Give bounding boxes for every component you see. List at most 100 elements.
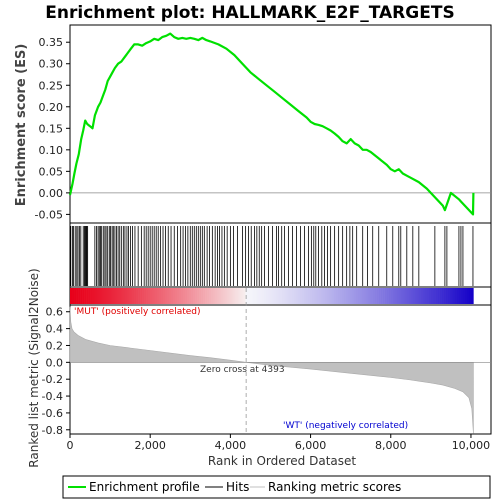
heatmap-cell	[197, 288, 200, 304]
legend-metric-label: Ranking metric scores	[268, 480, 401, 494]
heatmap-cell	[428, 288, 432, 304]
hits-panel	[69, 222, 492, 288]
heatmap-cell	[364, 288, 367, 304]
heatmap-cell	[98, 288, 101, 304]
heatmap-cell	[142, 288, 145, 304]
es-y-tick-label: 0.30	[39, 58, 64, 71]
heatmap-cell	[392, 288, 396, 304]
heatmap-cell	[243, 288, 246, 304]
x-tick-label: 6,000	[295, 439, 327, 452]
heatmap-cell	[170, 288, 174, 304]
heatmap-cell	[118, 288, 121, 304]
es-y-tick-label: 0.10	[39, 144, 64, 157]
metric-axis-label: Ranked list metric (Signal2Noise)	[27, 268, 41, 467]
zero-cross-label: Zero cross at 4393	[200, 365, 285, 375]
heatmap-cell	[88, 288, 91, 304]
heatmap-cell	[255, 288, 258, 304]
heatmap-cell	[368, 288, 371, 304]
heatmap-cell	[465, 288, 468, 304]
heatmap-cell	[316, 288, 319, 304]
heatmap-cell	[156, 288, 160, 304]
hits-layer	[70, 226, 474, 286]
heatmap-cell	[176, 288, 180, 304]
heatmap-cell	[132, 288, 135, 304]
x-tick-label: 8,000	[375, 439, 407, 452]
heatmap-cell	[116, 288, 119, 304]
x-axis-label: Rank in Ordered Dataset	[208, 454, 356, 468]
heatmap-cell	[172, 288, 176, 304]
heatmap-cell	[82, 288, 85, 304]
heatmap-cell	[439, 288, 442, 304]
heatmap-cell	[231, 288, 234, 304]
legend-box	[62, 475, 491, 499]
heatmap-cell	[140, 288, 143, 304]
heatmap-cell	[158, 288, 162, 304]
heatmap-cell	[180, 288, 184, 304]
heatmap-cell	[203, 288, 206, 304]
heatmap-cell	[166, 288, 170, 304]
heatmap-cell	[281, 288, 285, 304]
heatmap-cell	[289, 288, 293, 304]
legend-hits-label: Hits	[226, 480, 249, 494]
heatmap-cell	[126, 288, 129, 304]
heatmap-cell	[348, 288, 351, 304]
es-y-tick-label: 0.20	[39, 101, 64, 114]
heatmap-cell	[291, 288, 295, 304]
heatmap-cell	[110, 288, 113, 304]
heatmap-cell	[469, 288, 472, 304]
heatmap-cell	[249, 288, 252, 304]
heatmap-cell	[328, 288, 331, 304]
heatmap-cell	[352, 288, 355, 304]
es-y-tick-label: 0.25	[39, 79, 64, 92]
heatmap-cell	[336, 288, 339, 304]
heatmap-cell	[221, 288, 224, 304]
heatmap-cell	[279, 288, 283, 304]
heatmap-cell	[92, 288, 95, 304]
heatmap-cell	[414, 288, 418, 304]
es-axis-label: Enrichment score (ES)	[14, 44, 29, 207]
heatmap-cell	[382, 288, 385, 304]
heatmap-cell	[146, 288, 149, 304]
heatmap-cell	[307, 288, 311, 304]
heatmap-cell	[400, 288, 404, 304]
heatmap-cell	[130, 288, 133, 304]
heatmap-cell	[463, 288, 466, 304]
heatmap-cell	[416, 288, 420, 304]
heatmap-cell	[406, 288, 410, 304]
heatmap-cell	[229, 288, 232, 304]
heatmap-cell	[269, 288, 272, 304]
heatmap-cell	[80, 288, 83, 304]
heatmap-cell	[467, 288, 470, 304]
heatmap-cell	[338, 288, 341, 304]
heatmap-cell	[277, 288, 281, 304]
heatmap-cell	[128, 288, 131, 304]
es-layer	[68, 32, 491, 216]
chart-title: Enrichment plot: HALLMARK_E2F_TARGETS	[45, 3, 454, 23]
heatmap-cell	[350, 288, 353, 304]
heatmap-cell	[108, 288, 111, 304]
heatmap-cell	[259, 288, 262, 304]
heatmap-cell	[378, 288, 381, 304]
negative-label: 'WT' (negatively correlated)	[283, 421, 408, 431]
heatmap-cell	[380, 288, 383, 304]
heatmap-cell	[412, 288, 416, 304]
heatmap-cell	[122, 288, 125, 304]
heatmap-cell	[445, 288, 448, 304]
heatmap-cell	[188, 288, 192, 304]
heatmap-cell	[435, 288, 438, 304]
heatmap-cell	[239, 288, 242, 304]
heatmap-cell	[168, 288, 172, 304]
heatmap-cell	[273, 288, 277, 304]
heatmap-cell	[201, 288, 204, 304]
heatmap-cell	[90, 288, 93, 304]
metric-y-tick-label: -0.6	[42, 407, 63, 420]
heatmap-cell	[174, 288, 178, 304]
positive-label: 'MUT' (positively correlated)	[74, 307, 201, 317]
heatmap-cell	[404, 288, 408, 304]
heatmap-cell	[441, 288, 444, 304]
x-tick-label: 2,000	[134, 439, 166, 452]
heatmap-cell	[431, 288, 434, 304]
heatmap-layer	[70, 288, 474, 304]
heatmap-cell	[70, 288, 73, 304]
